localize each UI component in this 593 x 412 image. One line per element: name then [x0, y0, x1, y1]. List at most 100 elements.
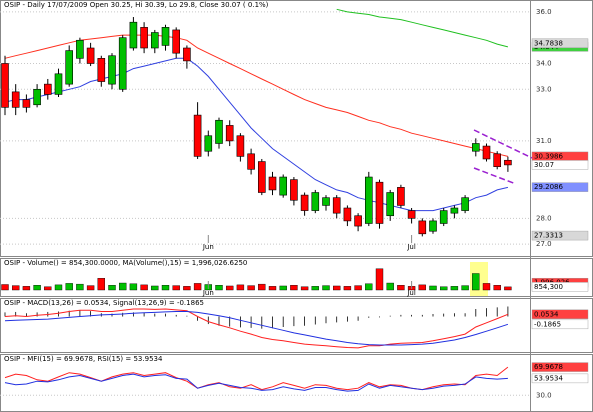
candle-body [193, 114, 202, 157]
value-tag-label: 34.7838 [534, 39, 563, 47]
candle-body [343, 207, 352, 222]
volume-bar [311, 286, 319, 291]
mfi-panel [0, 354, 593, 412]
panel-title-bg [3, 355, 164, 363]
x-tick-label: Jun [202, 289, 214, 297]
volume-bar [86, 285, 95, 291]
volume-bar [161, 285, 170, 291]
trend-lines [473, 129, 533, 185]
trend-line [473, 129, 533, 159]
volume-bar [151, 285, 159, 291]
candle-body [172, 29, 180, 54]
candle-body [108, 55, 116, 85]
value-tag-label: 854,300 [534, 283, 563, 291]
indicator-line [4, 373, 508, 392]
candle-body [204, 135, 213, 152]
candle-body [86, 47, 95, 64]
candle-body [140, 27, 148, 49]
volume-bar [493, 285, 501, 291]
volume-bar [504, 286, 512, 291]
candle-body [268, 176, 277, 191]
candle-body [161, 27, 170, 46]
candle-body [247, 153, 255, 170]
indicator-line [4, 57, 509, 212]
volume-bar [225, 285, 234, 291]
trend-line [473, 167, 517, 185]
value-tag [531, 38, 589, 48]
volume-bar [397, 285, 405, 291]
candle-body [65, 50, 73, 85]
volume-bar [472, 273, 480, 291]
volume-bar [386, 282, 394, 291]
value-tag-label: 29.2086 [534, 183, 563, 191]
candle-body [151, 32, 159, 49]
volume-bar [65, 283, 73, 291]
panel-title: OSIP - MACD(13,26) = 0.0534, Signal(13,2… [4, 299, 204, 307]
candle-body [407, 210, 416, 219]
volume-bar [236, 284, 245, 291]
volume-bar [33, 285, 41, 291]
candle-body [43, 83, 52, 95]
volume-bar [418, 284, 426, 291]
volume-bar [300, 286, 309, 291]
value-tag-label: 30.3986 [534, 152, 563, 160]
value-tag-label: -0.1865 [534, 320, 561, 328]
volume-bar [482, 283, 491, 291]
y-tick-label: 27.0 [536, 240, 552, 248]
candle-body [279, 176, 288, 196]
candle-body [418, 220, 427, 235]
candle-body [118, 37, 127, 90]
volume-bar [322, 285, 330, 291]
volume-bar [76, 283, 84, 291]
volume-bar [354, 285, 362, 291]
candle-body [215, 119, 223, 144]
candle-body [236, 135, 245, 157]
candle-body [504, 159, 512, 166]
candle-body [386, 192, 395, 217]
volume-bar [247, 285, 255, 291]
candle-body [450, 207, 459, 214]
y-tick-label: 28.0 [536, 214, 552, 222]
volume-bar [129, 283, 138, 291]
volume-bar [1, 284, 9, 291]
y-tick-label: 33.0 [536, 85, 552, 93]
volume-bar [450, 286, 459, 291]
volume-bar [375, 268, 384, 291]
volume-bar [365, 283, 373, 291]
volume-bar [44, 286, 52, 291]
macd-panel [0, 298, 593, 353]
y-tick-label: 30.0 [536, 391, 552, 399]
volume-bar [183, 286, 191, 291]
value-tag [531, 309, 589, 320]
value-tag-label: 30.07 [534, 161, 554, 169]
volume-bar [193, 283, 202, 291]
panel-title-bg [3, 299, 205, 307]
value-tag-label: 69.9678 [534, 363, 563, 371]
candle-body [322, 197, 330, 206]
value-tag [531, 282, 589, 292]
volume-bar [118, 282, 127, 291]
candle-body [397, 187, 405, 206]
candle-body [1, 63, 9, 108]
value-tag [531, 230, 589, 241]
candle-body [332, 197, 341, 214]
volume-bar [290, 285, 298, 291]
panel-title-bg [3, 1, 270, 9]
candle-body [225, 125, 234, 142]
volume-bar [429, 285, 437, 291]
panel-title: OSIP - Volume() = 854,300.0000, MA(Volum… [4, 259, 247, 267]
panel-title: OSIP - Daily 17/07/2009 Open 30.25, Hi 3… [4, 1, 269, 9]
candle-body [129, 21, 138, 49]
candle-body [97, 58, 106, 82]
value-tag-label: 0.0534 [534, 310, 559, 318]
candle-body [33, 88, 41, 106]
x-tick-label: Jul [406, 289, 416, 297]
value-tag [531, 362, 589, 372]
volume-bar [333, 285, 341, 291]
y-tick-label: 34.0 [536, 59, 552, 67]
candle-body [300, 194, 309, 211]
candle-body [257, 161, 266, 193]
volume-bar [97, 278, 106, 291]
volume-bar [258, 283, 266, 291]
